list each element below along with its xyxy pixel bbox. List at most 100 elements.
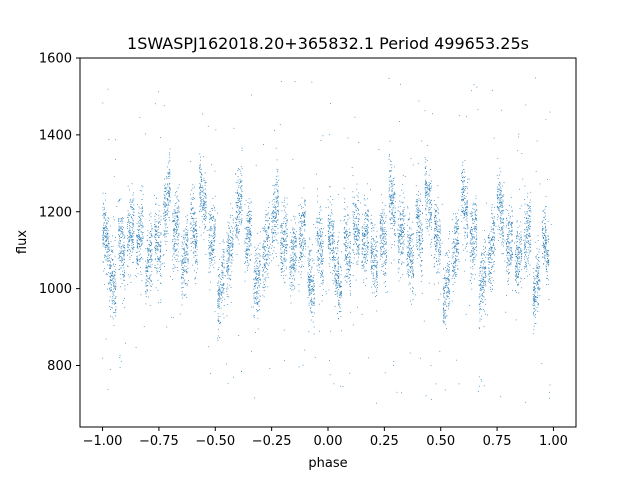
data-point [403, 262, 405, 264]
data-point [294, 286, 296, 288]
data-point [241, 150, 243, 151]
data-point [337, 267, 339, 269]
data-point [221, 285, 223, 287]
data-point [106, 264, 108, 266]
data-point [258, 310, 260, 312]
data-point [222, 289, 224, 291]
data-point [158, 259, 159, 260]
data-point [398, 248, 400, 250]
data-point [109, 267, 111, 269]
data-point [223, 256, 225, 257]
data-point [391, 186, 393, 187]
data-point [232, 237, 233, 239]
data-point [362, 265, 364, 267]
data-point [286, 221, 288, 223]
data-point [138, 229, 139, 231]
data-point [136, 258, 137, 260]
data-point [382, 237, 384, 239]
data-point [118, 200, 120, 201]
data-point [338, 262, 339, 264]
data-point [200, 196, 202, 198]
data-point [140, 237, 142, 239]
data-point [331, 243, 333, 245]
data-point [124, 271, 125, 273]
data-point [218, 297, 219, 299]
data-point [300, 228, 302, 230]
data-point [292, 232, 294, 234]
data-point [330, 244, 331, 245]
data-point [283, 265, 285, 267]
data-point [177, 251, 179, 253]
data-point [183, 267, 184, 269]
data-point [330, 259, 332, 261]
data-point [119, 268, 120, 270]
data-point [150, 235, 152, 236]
data-point [147, 266, 148, 268]
data-point [110, 261, 111, 263]
data-point [271, 236, 273, 238]
data-point [111, 235, 113, 237]
data-point [357, 230, 359, 232]
data-point [113, 219, 115, 221]
data-point [257, 297, 259, 299]
data-point [391, 183, 393, 185]
data-point [384, 253, 386, 255]
data-point [282, 243, 283, 245]
data-point [245, 252, 247, 254]
data-point [280, 224, 282, 226]
data-point [379, 221, 381, 223]
data-point [150, 233, 152, 235]
data-point [165, 212, 166, 213]
data-point [348, 269, 350, 270]
data-point [382, 220, 384, 221]
data-point [375, 250, 377, 252]
data-point [293, 232, 295, 233]
data-point [292, 268, 294, 270]
data-point [343, 208, 345, 210]
data-point [212, 240, 214, 242]
data-point [393, 194, 395, 196]
data-point [245, 257, 247, 259]
data-point [176, 216, 178, 218]
data-point [289, 267, 291, 268]
data-point [309, 294, 311, 296]
data-point [147, 257, 149, 259]
data-point [391, 185, 393, 187]
data-point [217, 269, 219, 271]
data-point [123, 275, 125, 277]
chart-title: 1SWASPJ162018.20+365832.1 Period 499653.… [127, 34, 529, 53]
data-point [246, 242, 248, 244]
data-point [294, 287, 295, 289]
data-point [267, 273, 269, 275]
data-point [245, 261, 247, 263]
data-point [192, 228, 194, 230]
data-point [102, 209, 104, 211]
data-point [276, 212, 277, 214]
data-point [259, 272, 260, 274]
data-point [219, 289, 221, 291]
data-point [271, 221, 273, 222]
data-point [289, 284, 291, 286]
data-point [265, 230, 267, 232]
data-point [201, 176, 202, 178]
data-point [236, 205, 238, 206]
data-point [183, 274, 184, 276]
data-point [292, 240, 294, 242]
data-point [231, 242, 232, 244]
data-point [221, 262, 222, 263]
data-point [313, 298, 315, 300]
data-point [357, 246, 359, 248]
data-point [199, 165, 201, 167]
data-point [365, 233, 367, 235]
data-point [268, 236, 270, 238]
data-point [108, 248, 109, 250]
data-point [167, 227, 168, 228]
data-point [303, 248, 304, 250]
data-point [389, 164, 391, 166]
data-point [285, 247, 287, 248]
data-point [156, 261, 158, 262]
data-point [223, 305, 225, 306]
data-point [256, 279, 258, 280]
data-point [199, 186, 201, 187]
data-point [239, 181, 241, 182]
